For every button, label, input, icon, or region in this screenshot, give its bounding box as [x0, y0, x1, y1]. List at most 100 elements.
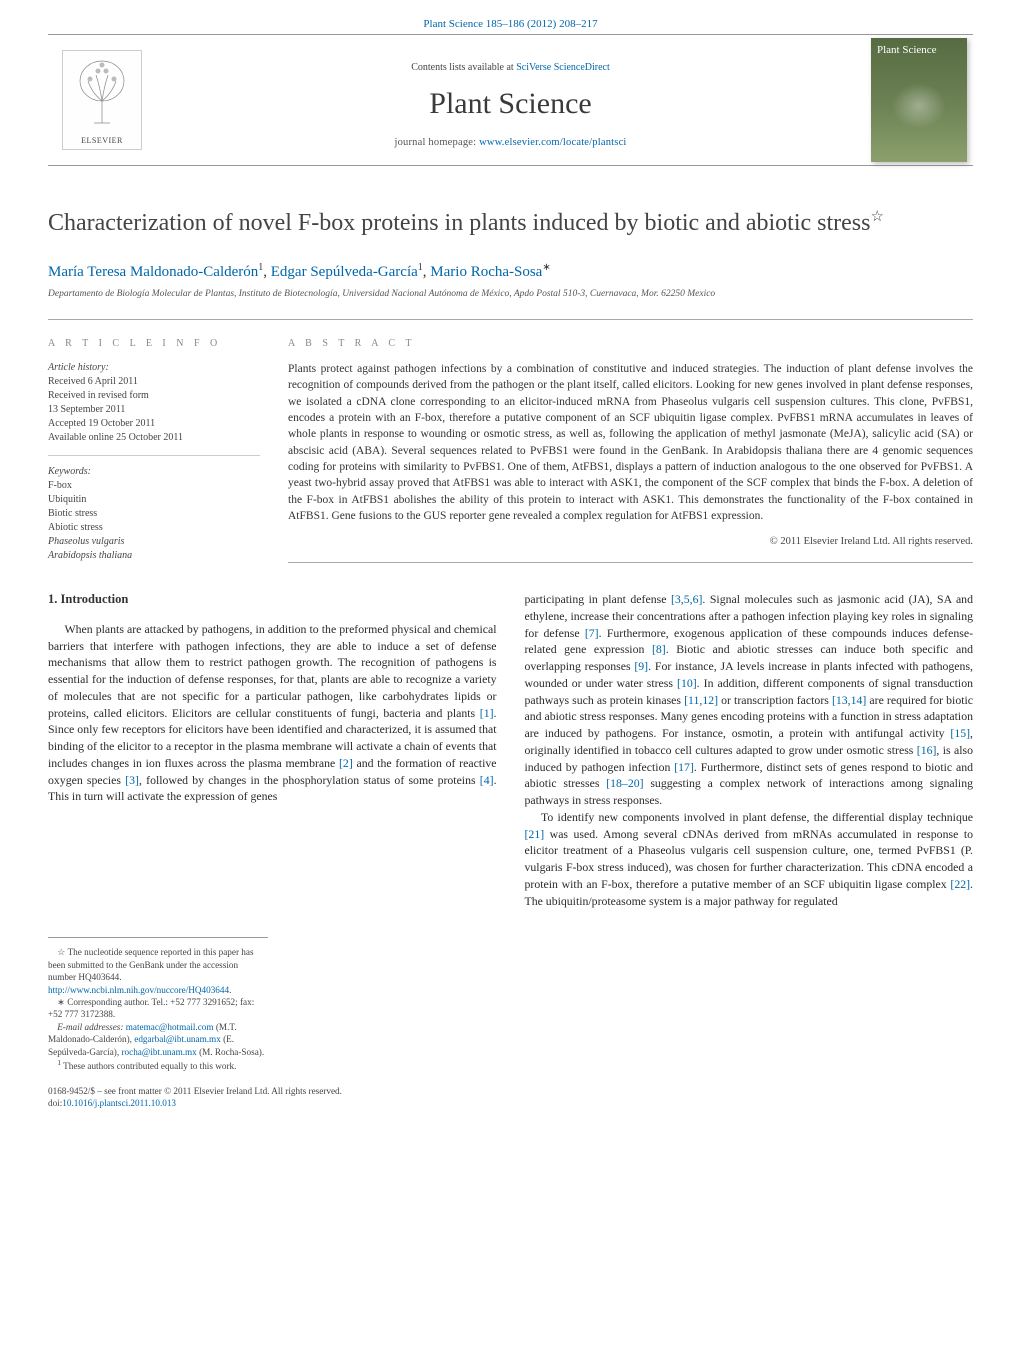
- keyword: Biotic stress: [48, 507, 260, 521]
- citation-ref[interactable]: [2]: [339, 756, 353, 770]
- citation-link[interactable]: Plant Science 185–186 (2012) 208–217: [423, 18, 597, 30]
- body-text: was used. Among several cDNAs derived fr…: [525, 827, 974, 891]
- author-sep: ,: [263, 264, 271, 280]
- genbank-link[interactable]: http://www.ncbi.nlm.nih.gov/nuccore/HQ40…: [48, 985, 229, 995]
- body-paragraph: To identify new components involved in p…: [525, 809, 974, 910]
- footnote-text: These authors contributed equally to thi…: [61, 1061, 236, 1071]
- homepage-prefix: journal homepage:: [394, 137, 479, 148]
- keyword: Arabidopsis thaliana: [48, 549, 260, 563]
- body-text: To identify new components involved in p…: [541, 810, 973, 824]
- citation-ref[interactable]: [22]: [950, 877, 970, 891]
- abstract-text: Plants protect against pathogen infectio…: [288, 361, 973, 524]
- citation-ref[interactable]: [1]: [480, 706, 494, 720]
- history-accepted: Accepted 19 October 2011: [48, 417, 260, 431]
- citation-ref[interactable]: [13,14]: [832, 693, 866, 707]
- doi-link[interactable]: 10.1016/j.plantsci.2011.10.013: [62, 1098, 176, 1108]
- tree-icon: [74, 57, 130, 127]
- footnote-text: Corresponding author. Tel.: +52 777 3291…: [48, 997, 254, 1019]
- citation-ref[interactable]: [8]: [652, 642, 666, 656]
- running-header: Plant Science 185–186 (2012) 208–217: [0, 0, 1021, 34]
- citation-ref[interactable]: [17]: [674, 760, 694, 774]
- body-text: or transcription factors: [718, 693, 832, 707]
- author-1[interactable]: María Teresa Maldonado-Calderón: [48, 264, 258, 280]
- body-text: When plants are attacked by pathogens, i…: [48, 622, 497, 720]
- author-2[interactable]: Edgar Sepúlveda-García: [271, 264, 418, 280]
- doi-line: doi:10.1016/j.plantsci.2011.10.013: [48, 1097, 973, 1109]
- citation-ref[interactable]: [16]: [917, 743, 937, 757]
- history-label: Article history:: [48, 361, 260, 375]
- footnote-corresponding: ∗ Corresponding author. Tel.: +52 777 32…: [48, 996, 268, 1021]
- article-info-column: a r t i c l e i n f o Article history: R…: [48, 338, 260, 563]
- doi-prefix: doi:: [48, 1098, 62, 1108]
- keywords-label: Keywords:: [48, 466, 260, 477]
- footnote-text: .: [229, 985, 231, 995]
- history-received: Received 6 April 2011: [48, 375, 260, 389]
- citation-ref[interactable]: [10]: [677, 676, 697, 690]
- cover-cell: Plant Science: [865, 35, 973, 165]
- title-text: Characterization of novel F-box proteins…: [48, 210, 870, 236]
- cover-title: Plant Science: [877, 44, 961, 56]
- sciencedirect-link[interactable]: SciVerse ScienceDirect: [516, 62, 610, 73]
- journal-name: Plant Science: [156, 87, 865, 121]
- elsevier-logo: ELSEVIER: [62, 50, 142, 150]
- author-3[interactable]: Mario Rocha-Sosa: [430, 264, 542, 280]
- citation-ref[interactable]: [11,12]: [684, 693, 718, 707]
- body-text: participating in plant defense: [525, 592, 671, 606]
- journal-cover-thumbnail: Plant Science: [871, 38, 967, 162]
- contents-line: Contents lists available at SciVerse Sci…: [156, 62, 865, 73]
- article-info-heading: a r t i c l e i n f o: [48, 338, 260, 349]
- email-link[interactable]: rocha@ibt.unam.mx: [121, 1047, 196, 1057]
- body-column-right: participating in plant defense [3,5,6]. …: [525, 591, 974, 909]
- keyword: Abiotic stress: [48, 521, 260, 535]
- issn-line: 0168-9452/$ – see front matter © 2011 El…: [48, 1085, 973, 1097]
- body-column-left: 1. Introduction When plants are attacked…: [48, 591, 497, 909]
- footnote-text: The nucleotide sequence reported in this…: [48, 947, 254, 982]
- history-online: Available online 25 October 2011: [48, 431, 260, 445]
- keyword: F-box: [48, 479, 260, 493]
- citation-ref[interactable]: [9]: [634, 659, 648, 673]
- email-label: E-mail addresses:: [57, 1022, 123, 1032]
- body-paragraph: participating in plant defense [3,5,6]. …: [525, 591, 974, 809]
- keyword: Ubiquitin: [48, 493, 260, 507]
- footnotes-block: ☆ The nucleotide sequence reported in th…: [48, 937, 268, 1072]
- masthead: ELSEVIER Contents lists available at Sci…: [48, 34, 973, 166]
- citation-ref[interactable]: [21]: [525, 827, 545, 841]
- abstract-heading: a b s t r a c t: [288, 338, 973, 349]
- body-text: , followed by changes in the phosphoryla…: [139, 773, 480, 787]
- bottom-meta: 0168-9452/$ – see front matter © 2011 El…: [48, 1085, 973, 1110]
- history-block: Article history: Received 6 April 2011 R…: [48, 361, 260, 456]
- footnote-marker: ∗: [57, 997, 65, 1007]
- email-who: (M. Rocha-Sosa).: [197, 1047, 264, 1057]
- author-3-sup: ∗: [542, 262, 550, 273]
- email-link[interactable]: matemac@hotmail.com: [126, 1022, 214, 1032]
- citation-ref[interactable]: [15]: [950, 726, 970, 740]
- homepage-link[interactable]: www.elsevier.com/locate/plantsci: [479, 137, 626, 148]
- masthead-center: Contents lists available at SciVerse Sci…: [156, 52, 865, 148]
- article-title: Characterization of novel F-box proteins…: [48, 208, 973, 238]
- body-columns: 1. Introduction When plants are attacked…: [48, 591, 973, 909]
- title-block: Characterization of novel F-box proteins…: [0, 166, 1021, 248]
- keywords-list: F-box Ubiquitin Biotic stress Abiotic st…: [48, 479, 260, 563]
- history-revised-line2: 13 September 2011: [48, 403, 260, 417]
- citation-ref[interactable]: [4]: [480, 773, 494, 787]
- info-abstract-row: a r t i c l e i n f o Article history: R…: [48, 319, 973, 563]
- abstract-column: a b s t r a c t Plants protect against p…: [288, 338, 973, 563]
- authors-line: María Teresa Maldonado-Calderón1, Edgar …: [0, 248, 1021, 285]
- contents-prefix: Contents lists available at: [411, 62, 516, 73]
- abstract-copyright: © 2011 Elsevier Ireland Ltd. All rights …: [288, 536, 973, 547]
- citation-ref[interactable]: [7]: [585, 626, 599, 640]
- footnote-sequence: ☆ The nucleotide sequence reported in th…: [48, 946, 268, 996]
- history-revised-line1: Received in revised form: [48, 389, 260, 403]
- email-link[interactable]: edgarbal@ibt.unam.mx: [134, 1034, 221, 1044]
- section-heading: 1. Introduction: [48, 591, 497, 609]
- title-footnote-marker: ☆: [870, 209, 883, 225]
- footnote-shared: 1 These authors contributed equally to t…: [48, 1058, 268, 1072]
- footnote-emails: E-mail addresses: matemac@hotmail.com (M…: [48, 1021, 268, 1058]
- keyword: Phaseolus vulgaris: [48, 535, 260, 549]
- citation-ref[interactable]: [3]: [125, 773, 139, 787]
- affiliation: Departamento de Biología Molecular de Pl…: [0, 285, 1021, 319]
- publisher-label: ELSEVIER: [81, 136, 123, 145]
- citation-ref[interactable]: [18–20]: [606, 776, 643, 790]
- citation-ref[interactable]: [3,5,6]: [671, 592, 702, 606]
- publisher-logo-cell: ELSEVIER: [48, 35, 156, 165]
